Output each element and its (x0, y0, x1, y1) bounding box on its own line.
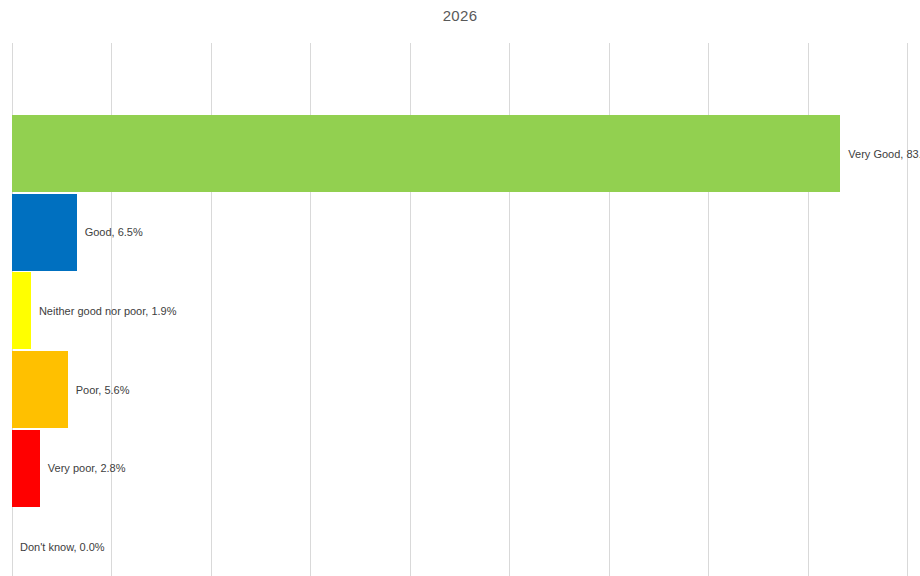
plot-area: Very Good, 83.3%Good, 6.5%Neither good n… (12, 43, 908, 576)
gridline (907, 43, 908, 576)
bar-label-poor: Poor, 5.6% (76, 384, 130, 396)
bar-good (12, 194, 77, 271)
bar-label-don-t-know: Don't know, 0.0% (20, 541, 105, 553)
bar-poor (12, 351, 68, 428)
bar-very-poor (12, 430, 40, 507)
bar-label-very-poor: Very poor, 2.8% (48, 462, 126, 474)
chart-title: 2026 (0, 7, 920, 24)
bar-label-neither-good-nor-poor: Neither good nor poor, 1.9% (39, 305, 177, 317)
bar-label-very-good: Very Good, 83.3% (848, 148, 920, 160)
bar-chart: 2026 Very Good, 83.3%Good, 6.5%Neither g… (0, 0, 920, 576)
bar-label-good: Good, 6.5% (85, 226, 143, 238)
bar-very-good (12, 115, 840, 192)
bar-neither-good-nor-poor (12, 272, 31, 349)
